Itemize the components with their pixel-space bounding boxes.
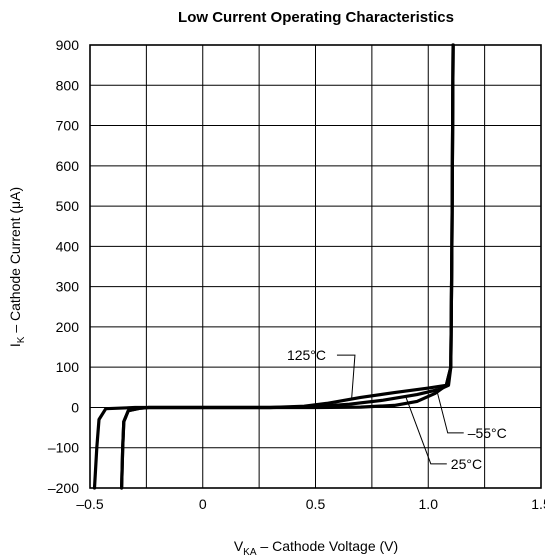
curves: [92, 43, 455, 490]
x-tick-label: 1.5: [531, 496, 545, 512]
series-line: [92, 43, 455, 490]
annotation-leader: [436, 392, 464, 434]
series-line: [119, 43, 455, 490]
plot-frame: [89, 44, 542, 489]
x-axis-label: VKA – Cathode Voltage (V): [234, 538, 398, 557]
x-axis-label-rest: – Cathode Voltage (V): [257, 538, 399, 554]
y-tick-label: –100: [48, 440, 79, 456]
y-tick-label: 700: [56, 118, 80, 134]
x-axis-label-main: V: [234, 538, 244, 554]
x-tick-label: –0.5: [76, 496, 103, 512]
x-tick-labels: –0.5 0 0.5 1.0 1.5: [76, 496, 545, 512]
chart-title: Low Current Operating Characteristics: [178, 9, 454, 26]
annotation-label: 25°C: [451, 456, 482, 472]
x-tick-label: 0.5: [306, 496, 326, 512]
series-line: [119, 43, 455, 490]
y-tick-label: 0: [71, 399, 79, 415]
annotation-leaders: [336, 354, 464, 465]
y-tick-label: 500: [56, 198, 80, 214]
y-tick-label: 600: [56, 158, 80, 174]
y-tick-label: 300: [56, 279, 80, 295]
annotation-leader: [336, 354, 356, 400]
y-tick-label: 200: [56, 319, 80, 335]
y-tick-label: 900: [56, 37, 80, 53]
y-axis-label-rest: – Cathode Current (μA): [7, 187, 23, 337]
annotation-label: 125°C: [287, 347, 326, 363]
y-tick-label: –200: [48, 480, 79, 496]
annotation-leader: [405, 396, 447, 465]
y-axis-label: IK – Cathode Current (μA): [7, 187, 27, 347]
grid: [90, 44, 541, 489]
y-tick-label: 400: [56, 238, 80, 254]
y-tick-labels: –200 –100 0 100 200 300 400 500 600 700 800 900: [48, 37, 79, 496]
y-axis-label-main: I: [7, 343, 23, 347]
y-tick-label: 800: [56, 77, 80, 93]
x-axis-label-sub: KA: [243, 547, 257, 557]
x-tick-label: 1.0: [419, 496, 439, 512]
y-axis-label-sub: K: [16, 336, 27, 343]
annotation-label: –55°C: [468, 425, 507, 441]
annotation-labels: 125°C –55°C 25°C: [287, 347, 507, 472]
x-tick-label: 0: [199, 496, 207, 512]
y-tick-label: 100: [56, 359, 80, 375]
